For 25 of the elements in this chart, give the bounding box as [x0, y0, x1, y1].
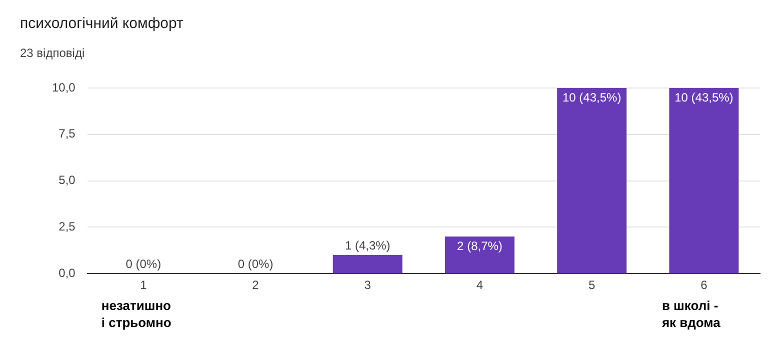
text: в школі - як вдома	[662, 298, 722, 330]
data-label: 0 (0%)	[126, 256, 162, 271]
data-label: 10 (43,5%)	[562, 90, 622, 104]
x-tick-label: 2	[252, 278, 260, 292]
text: незатишно і стрьомно	[101, 298, 172, 330]
x-tick-label: 1	[140, 278, 148, 292]
y-tick-label: 2,5	[58, 220, 76, 234]
x-tick-label: 3	[364, 278, 372, 292]
y-tick-label: 0,0	[58, 266, 76, 280]
x-tick-label: 5	[588, 278, 596, 292]
y-tick-label: 7,5	[58, 126, 76, 141]
data-label: 2 (8,7%)	[457, 238, 502, 253]
data-label: 1 (4,3%)	[344, 238, 390, 252]
chart-title: психологічний комфорт	[20, 15, 184, 32]
data-label: 10 (43,5%)	[674, 90, 734, 104]
chart-subtitle: 23 відповіді	[20, 46, 85, 60]
bar	[669, 88, 739, 274]
y-tick-label: 10,0	[52, 80, 76, 94]
data-label: 0 (0%)	[238, 256, 274, 271]
bar	[444, 236, 514, 274]
x-tick-label: 6	[700, 278, 708, 292]
bar	[332, 255, 402, 274]
bar	[557, 88, 627, 274]
x-tick-label: 4	[476, 278, 484, 292]
y-tick-label: 5,0	[58, 173, 76, 188]
